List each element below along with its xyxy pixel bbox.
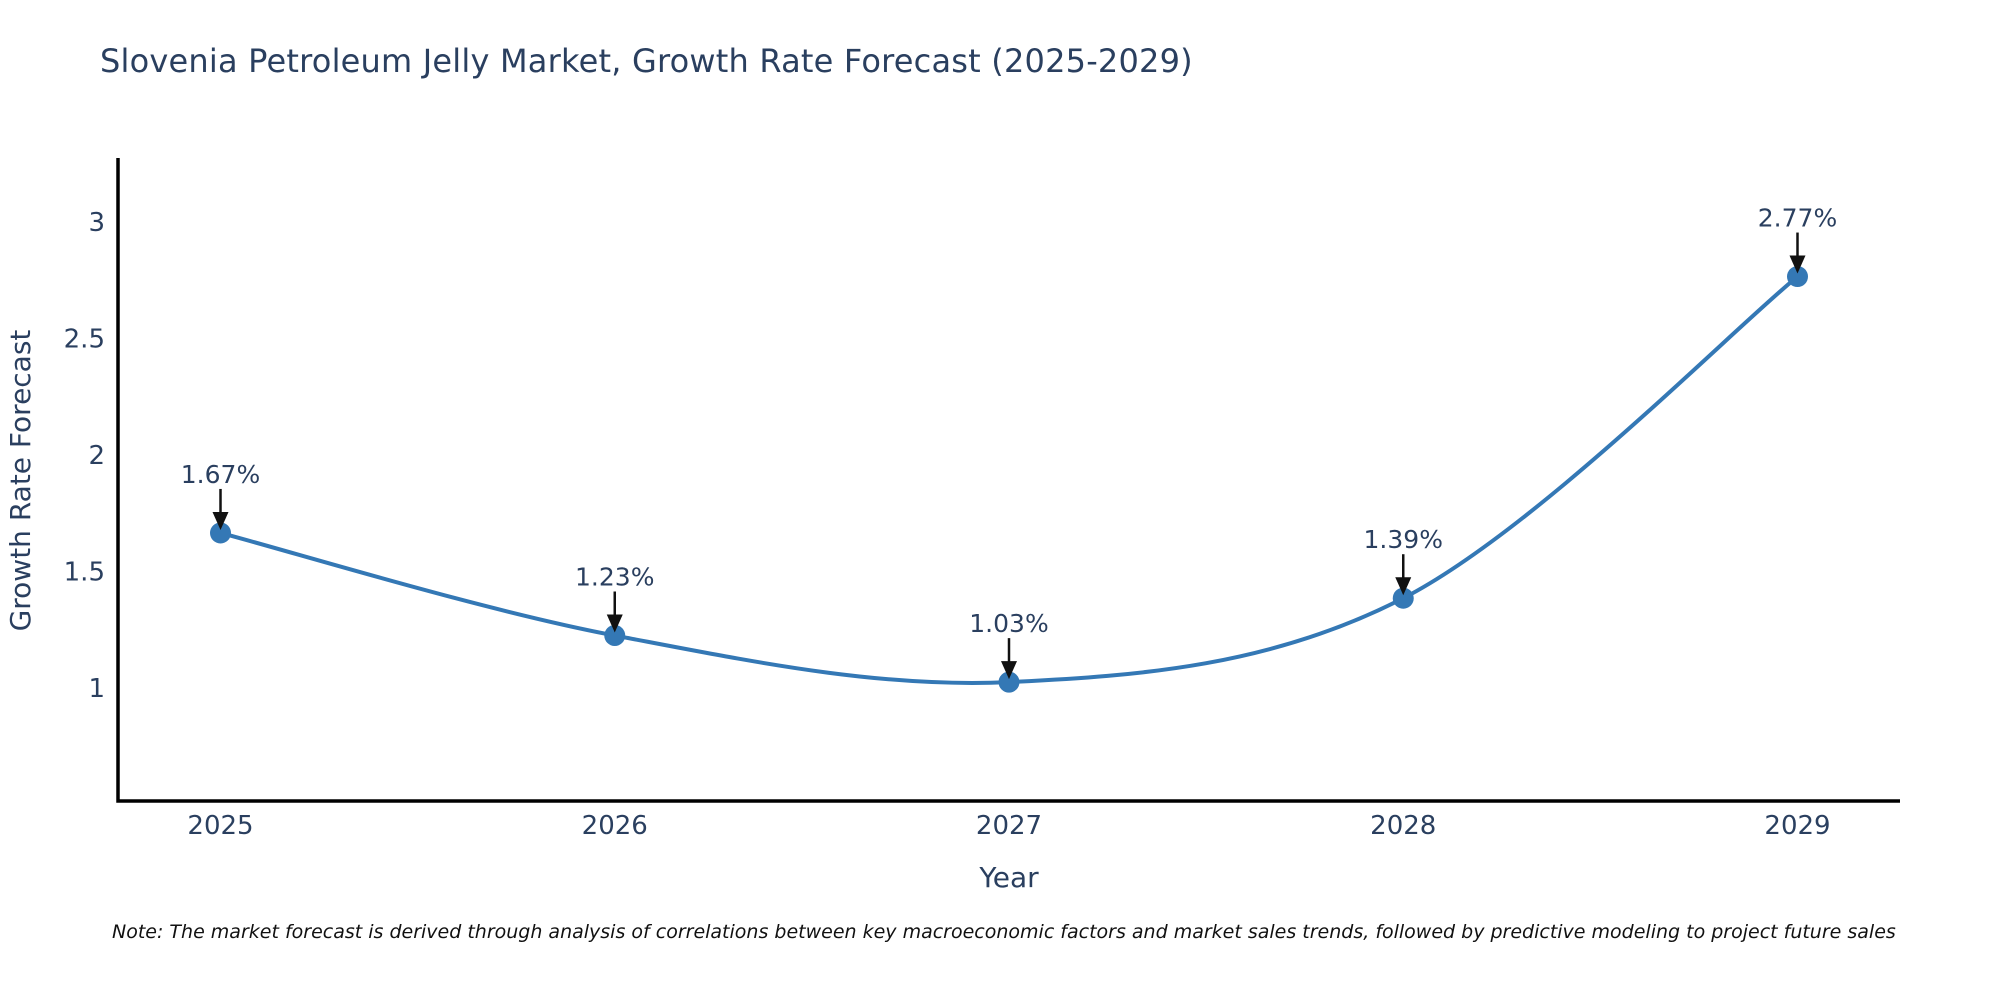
y-tick-label: 1: [88, 674, 105, 704]
footnote: Note: The market forecast is derived thr…: [112, 921, 1896, 943]
point-annotation-label: 1.03%: [969, 609, 1048, 638]
annotation-arrow-head: [1001, 661, 1017, 680]
x-tick-label: 2029: [1764, 811, 1830, 841]
x-axis-title: Year: [978, 861, 1039, 894]
y-tick-label: 1.5: [64, 558, 105, 588]
x-tick-label: 2027: [976, 811, 1042, 841]
point-annotation-label: 1.39%: [1364, 525, 1443, 554]
data-point-marker: [210, 522, 232, 544]
data-point-marker: [1392, 587, 1414, 609]
annotation-arrow-head: [1395, 577, 1412, 596]
annotation-arrow-head: [606, 614, 623, 633]
point-annotation-label: 1.23%: [575, 563, 654, 592]
chart-title: Slovenia Petroleum Jelly Market, Growth …: [100, 42, 1193, 80]
data-point-marker: [604, 625, 626, 647]
x-tick-label: 2028: [1370, 811, 1436, 841]
data-point-marker: [998, 671, 1020, 693]
y-tick-label: 2: [88, 441, 105, 471]
annotation-arrow-head: [1789, 255, 1806, 274]
point-annotation-label: 1.67%: [181, 460, 260, 489]
annotation-arrow-head: [212, 511, 229, 530]
point-annotation-label: 2.77%: [1758, 204, 1837, 233]
y-axis-title: Growth Rate Forecast: [4, 330, 37, 632]
x-tick-label: 2025: [187, 811, 253, 841]
y-tick-label: 3: [88, 208, 105, 238]
axis-lines: [116, 158, 1900, 803]
data-point-marker: [1786, 266, 1808, 288]
y-tick-label: 2.5: [64, 324, 105, 354]
x-tick-label: 2026: [582, 811, 648, 841]
